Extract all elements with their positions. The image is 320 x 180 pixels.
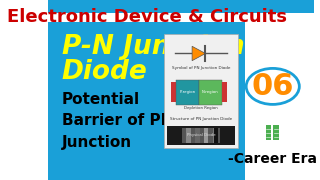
- Bar: [195, 128, 200, 143]
- Bar: [186, 128, 191, 143]
- Bar: [48, 0, 245, 22]
- Text: P-region: P-region: [179, 90, 195, 94]
- Bar: [199, 80, 222, 105]
- Bar: [204, 128, 208, 143]
- Text: Diode: Diode: [61, 59, 147, 85]
- Bar: [245, 0, 314, 180]
- Text: Structure of PN Junction Diode: Structure of PN Junction Diode: [170, 117, 232, 121]
- Bar: [222, 82, 227, 102]
- Text: Depletion Region: Depletion Region: [184, 107, 218, 111]
- Bar: [213, 128, 217, 143]
- Polygon shape: [192, 46, 205, 61]
- Bar: [214, 128, 218, 143]
- Text: P-N Junction: P-N Junction: [61, 34, 244, 60]
- Text: Potential: Potential: [61, 91, 140, 107]
- Bar: [48, 22, 245, 180]
- Text: Symbol of PN Junction Diode: Symbol of PN Junction Diode: [172, 66, 230, 70]
- Bar: [273, 125, 279, 140]
- Text: N-region: N-region: [202, 90, 219, 94]
- Text: -Career Era: -Career Era: [228, 152, 317, 166]
- Bar: [266, 125, 271, 140]
- Bar: [164, 34, 238, 148]
- Text: 06: 06: [252, 72, 294, 101]
- Bar: [182, 128, 220, 143]
- Text: Physical Diode: Physical Diode: [187, 132, 215, 137]
- Bar: [176, 80, 199, 105]
- Bar: [167, 126, 235, 145]
- Text: Electronic Device & Circuits: Electronic Device & Circuits: [6, 8, 286, 26]
- Bar: [48, 0, 314, 13]
- Bar: [171, 82, 176, 102]
- Text: Junction: Junction: [61, 135, 132, 150]
- Text: Barrier of PN: Barrier of PN: [61, 113, 173, 128]
